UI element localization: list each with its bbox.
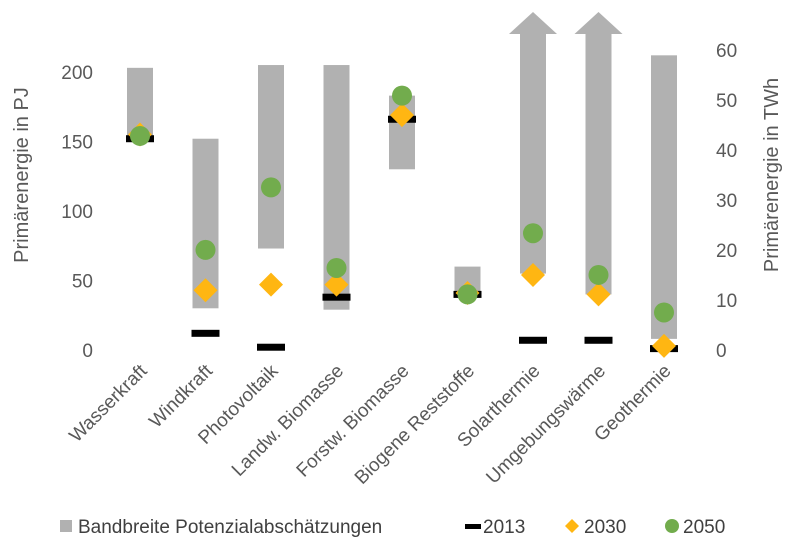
- y-tick-label: 150: [61, 133, 93, 154]
- marker-2030: [586, 282, 611, 307]
- y-axis-ticks: 0 50 100 150 200: [61, 63, 93, 362]
- y2-tick-label: 50: [716, 91, 737, 112]
- legend-swatch-2050: [665, 519, 679, 533]
- range-bars: [127, 12, 677, 339]
- y2-axis-title: Primärenergie in TWh: [761, 78, 783, 272]
- marker-2030: [259, 272, 283, 297]
- legend-label: 2050: [683, 517, 725, 538]
- range-bar: [585, 34, 612, 295]
- marker-2013: [584, 336, 613, 344]
- marker-2030: [390, 103, 414, 128]
- category-label: Umgebungswärme: [482, 361, 610, 489]
- y2-tick-label: 40: [716, 141, 737, 162]
- y2-tick-label: 60: [716, 41, 737, 62]
- y-tick-label: 100: [61, 202, 93, 223]
- y2-tick-label: 20: [716, 241, 737, 262]
- marker-2050: [326, 257, 347, 278]
- y2-axis-ticks: 0 10 20 30 40 50 60: [716, 41, 737, 362]
- marker-2013: [519, 336, 547, 344]
- y2-tick-label: 10: [716, 291, 737, 312]
- marker-2050: [261, 177, 281, 198]
- range-arrow-head: [509, 12, 557, 34]
- marker-2013: [322, 293, 351, 301]
- y-tick-label: 50: [72, 272, 93, 293]
- marker-2030: [652, 333, 676, 358]
- y-tick-label: 0: [82, 341, 93, 362]
- range-bar: [651, 55, 677, 339]
- marker-2050: [654, 302, 674, 323]
- category-label: Biogene Reststoffe: [351, 361, 479, 489]
- marker-2030: [521, 262, 545, 287]
- category-label: Wasserkraft: [66, 360, 153, 447]
- marker-2050: [588, 264, 609, 285]
- y2-tick-label: 30: [716, 191, 737, 212]
- marker-2013: [191, 329, 220, 337]
- marker-2050: [130, 125, 150, 146]
- legend-label: 2030: [584, 517, 626, 538]
- y-axis-title: Primärenergie in PJ: [11, 87, 33, 263]
- marker-2030: [193, 278, 218, 303]
- category-label: Landw. Biomasse: [228, 361, 348, 481]
- range-bar: [258, 65, 284, 249]
- legend-label: 2013: [483, 517, 525, 538]
- legend-label: Bandbreite Potenzialabschätzungen: [78, 517, 382, 538]
- y2-tick-label: 0: [716, 341, 727, 362]
- marker-2050: [392, 85, 412, 106]
- legend-swatch-range: [60, 520, 72, 532]
- markers: [126, 85, 678, 358]
- marker-2050: [523, 223, 543, 244]
- legend-swatch-2030: [565, 519, 579, 533]
- range-arrow-head: [574, 12, 623, 34]
- marker-2030: [324, 272, 349, 297]
- marker-2050: [195, 239, 216, 260]
- legend: Bandbreite Potenzialabschätzungen 2013 203…: [60, 517, 725, 538]
- category-label: Forstw. Biomasse: [293, 361, 414, 482]
- marker-2013: [257, 343, 285, 351]
- y-tick-label: 200: [61, 63, 93, 84]
- marker-2050: [457, 284, 478, 305]
- legend-swatch-2013: [465, 524, 481, 529]
